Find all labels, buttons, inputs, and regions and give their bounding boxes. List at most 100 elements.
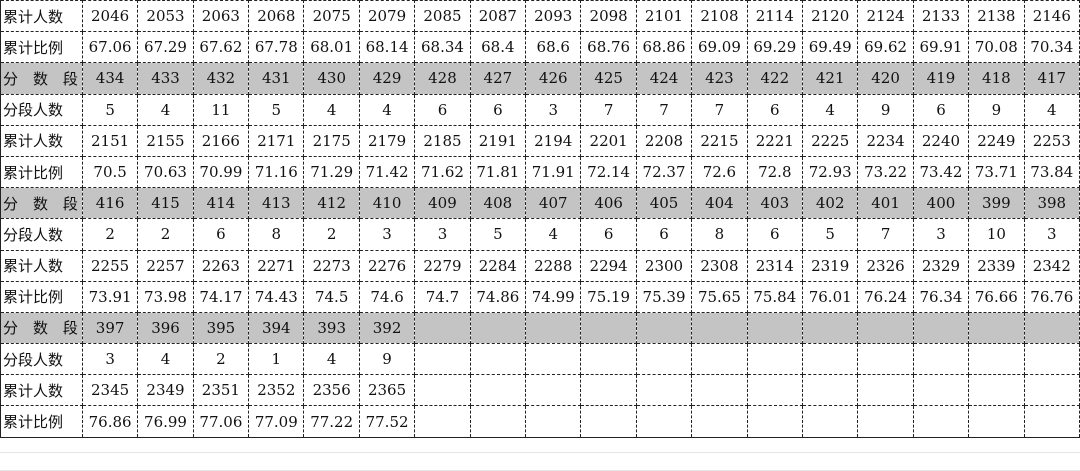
table-cell[interactable]: 76.66 bbox=[968, 280, 1025, 313]
table-cell[interactable] bbox=[801, 374, 859, 407]
table-cell[interactable]: 69.29 bbox=[746, 31, 804, 64]
table-cell[interactable] bbox=[801, 343, 859, 376]
table-cell[interactable]: 5 bbox=[81, 93, 139, 126]
table-cell[interactable]: 8 bbox=[691, 218, 748, 251]
table-cell[interactable]: 9 bbox=[358, 343, 416, 376]
table-cell[interactable]: 2319 bbox=[801, 249, 859, 282]
table-cell[interactable]: 410 bbox=[358, 187, 416, 220]
row-label[interactable]: 分段人数 bbox=[0, 343, 83, 376]
table-cell[interactable]: 69.49 bbox=[801, 31, 859, 64]
table-cell[interactable]: 2171 bbox=[248, 124, 305, 157]
table-cell[interactable]: 4 bbox=[358, 93, 416, 126]
table-cell[interactable] bbox=[746, 343, 804, 376]
table-cell[interactable]: 2345 bbox=[81, 374, 139, 407]
table-cell[interactable] bbox=[635, 405, 693, 438]
table-cell[interactable]: 4 bbox=[1023, 93, 1080, 126]
table-cell[interactable] bbox=[525, 343, 582, 376]
table-cell[interactable]: 2068 bbox=[248, 0, 305, 33]
table-cell[interactable]: 75.84 bbox=[746, 280, 804, 313]
table-cell[interactable] bbox=[691, 374, 748, 407]
table-cell[interactable]: 77.52 bbox=[358, 405, 416, 438]
table-cell[interactable]: 4 bbox=[303, 343, 360, 376]
table-cell[interactable]: 2 bbox=[303, 218, 360, 251]
table-cell[interactable]: 11 bbox=[192, 93, 250, 126]
table-cell[interactable]: 3 bbox=[525, 93, 582, 126]
table-cell[interactable]: 2087 bbox=[469, 0, 527, 33]
table-cell[interactable] bbox=[1023, 343, 1080, 376]
table-cell[interactable]: 69.09 bbox=[691, 31, 748, 64]
table-cell[interactable]: 415 bbox=[137, 187, 194, 220]
table-cell[interactable]: 9 bbox=[857, 93, 914, 126]
table-cell[interactable]: 2175 bbox=[303, 124, 360, 157]
table-cell[interactable]: 421 bbox=[801, 62, 859, 95]
table-cell[interactable] bbox=[857, 405, 914, 438]
table-cell[interactable]: 5 bbox=[801, 218, 859, 251]
table-cell[interactable]: 404 bbox=[691, 187, 748, 220]
table-cell[interactable]: 68.14 bbox=[358, 31, 416, 64]
table-cell[interactable]: 72.93 bbox=[801, 155, 859, 189]
table-cell[interactable]: 1 bbox=[248, 343, 305, 376]
table-cell[interactable]: 4 bbox=[525, 218, 582, 251]
table-cell[interactable]: 2194 bbox=[525, 124, 582, 157]
table-cell[interactable]: 73.22 bbox=[857, 155, 914, 189]
table-cell[interactable] bbox=[525, 374, 582, 407]
table-cell[interactable]: 2284 bbox=[469, 249, 527, 282]
table-cell[interactable]: 431 bbox=[248, 62, 305, 95]
table-cell[interactable] bbox=[968, 374, 1025, 407]
table-cell[interactable]: 423 bbox=[691, 62, 748, 95]
table-cell[interactable]: 8 bbox=[248, 218, 305, 251]
table-cell[interactable]: 6 bbox=[469, 93, 527, 126]
table-cell[interactable]: 422 bbox=[746, 62, 804, 95]
table-cell[interactable]: 2146 bbox=[1023, 0, 1080, 33]
table-cell[interactable]: 424 bbox=[635, 62, 693, 95]
table-cell[interactable]: 402 bbox=[801, 187, 859, 220]
table-cell[interactable]: 4 bbox=[801, 93, 859, 126]
table-cell[interactable]: 77.06 bbox=[192, 405, 250, 438]
table-cell[interactable] bbox=[414, 311, 471, 345]
table-cell[interactable] bbox=[635, 374, 693, 407]
table-cell[interactable]: 426 bbox=[525, 62, 582, 95]
table-cell[interactable]: 409 bbox=[414, 187, 471, 220]
table-cell[interactable]: 419 bbox=[912, 62, 970, 95]
row-label[interactable]: 累计人数 bbox=[0, 249, 83, 282]
table-cell[interactable]: 2288 bbox=[525, 249, 582, 282]
table-cell[interactable]: 76.34 bbox=[912, 280, 970, 313]
table-cell[interactable]: 2215 bbox=[691, 124, 748, 157]
table-cell[interactable]: 76.76 bbox=[1023, 280, 1080, 313]
table-cell[interactable]: 2101 bbox=[635, 0, 693, 33]
table-cell[interactable]: 5 bbox=[248, 93, 305, 126]
table-cell[interactable]: 3 bbox=[358, 218, 416, 251]
table-cell[interactable]: 74.17 bbox=[192, 280, 250, 313]
table-cell[interactable]: 2191 bbox=[469, 124, 527, 157]
table-cell[interactable]: 2279 bbox=[414, 249, 471, 282]
table-cell[interactable] bbox=[525, 311, 582, 345]
table-cell[interactable]: 434 bbox=[81, 62, 139, 95]
table-cell[interactable]: 74.7 bbox=[414, 280, 471, 313]
table-cell[interactable]: 2308 bbox=[691, 249, 748, 282]
table-cell[interactable]: 2329 bbox=[912, 249, 970, 282]
table-cell[interactable]: 2098 bbox=[580, 0, 637, 33]
table-cell[interactable]: 68.34 bbox=[414, 31, 471, 64]
table-cell[interactable] bbox=[912, 374, 970, 407]
table-cell[interactable]: 75.65 bbox=[691, 280, 748, 313]
table-cell[interactable] bbox=[580, 343, 637, 376]
table-cell[interactable]: 2342 bbox=[1023, 249, 1080, 282]
table-cell[interactable]: 399 bbox=[968, 187, 1025, 220]
table-cell[interactable]: 71.62 bbox=[414, 155, 471, 189]
table-cell[interactable]: 2053 bbox=[137, 0, 194, 33]
table-cell[interactable] bbox=[968, 311, 1025, 345]
table-cell[interactable]: 6 bbox=[192, 218, 250, 251]
table-cell[interactable]: 76.99 bbox=[137, 405, 194, 438]
table-cell[interactable]: 73.91 bbox=[81, 280, 139, 313]
table-cell[interactable]: 2249 bbox=[968, 124, 1025, 157]
table-cell[interactable]: 2079 bbox=[358, 0, 416, 33]
table-cell[interactable]: 2138 bbox=[968, 0, 1025, 33]
table-cell[interactable]: 70.5 bbox=[81, 155, 139, 189]
table-cell[interactable]: 67.62 bbox=[192, 31, 250, 64]
table-cell[interactable]: 2120 bbox=[801, 0, 859, 33]
table-cell[interactable]: 2276 bbox=[358, 249, 416, 282]
table-cell[interactable]: 69.91 bbox=[912, 31, 970, 64]
row-label[interactable]: 分 数 段 bbox=[0, 311, 83, 345]
table-cell[interactable]: 70.34 bbox=[1023, 31, 1080, 64]
table-cell[interactable]: 425 bbox=[580, 62, 637, 95]
